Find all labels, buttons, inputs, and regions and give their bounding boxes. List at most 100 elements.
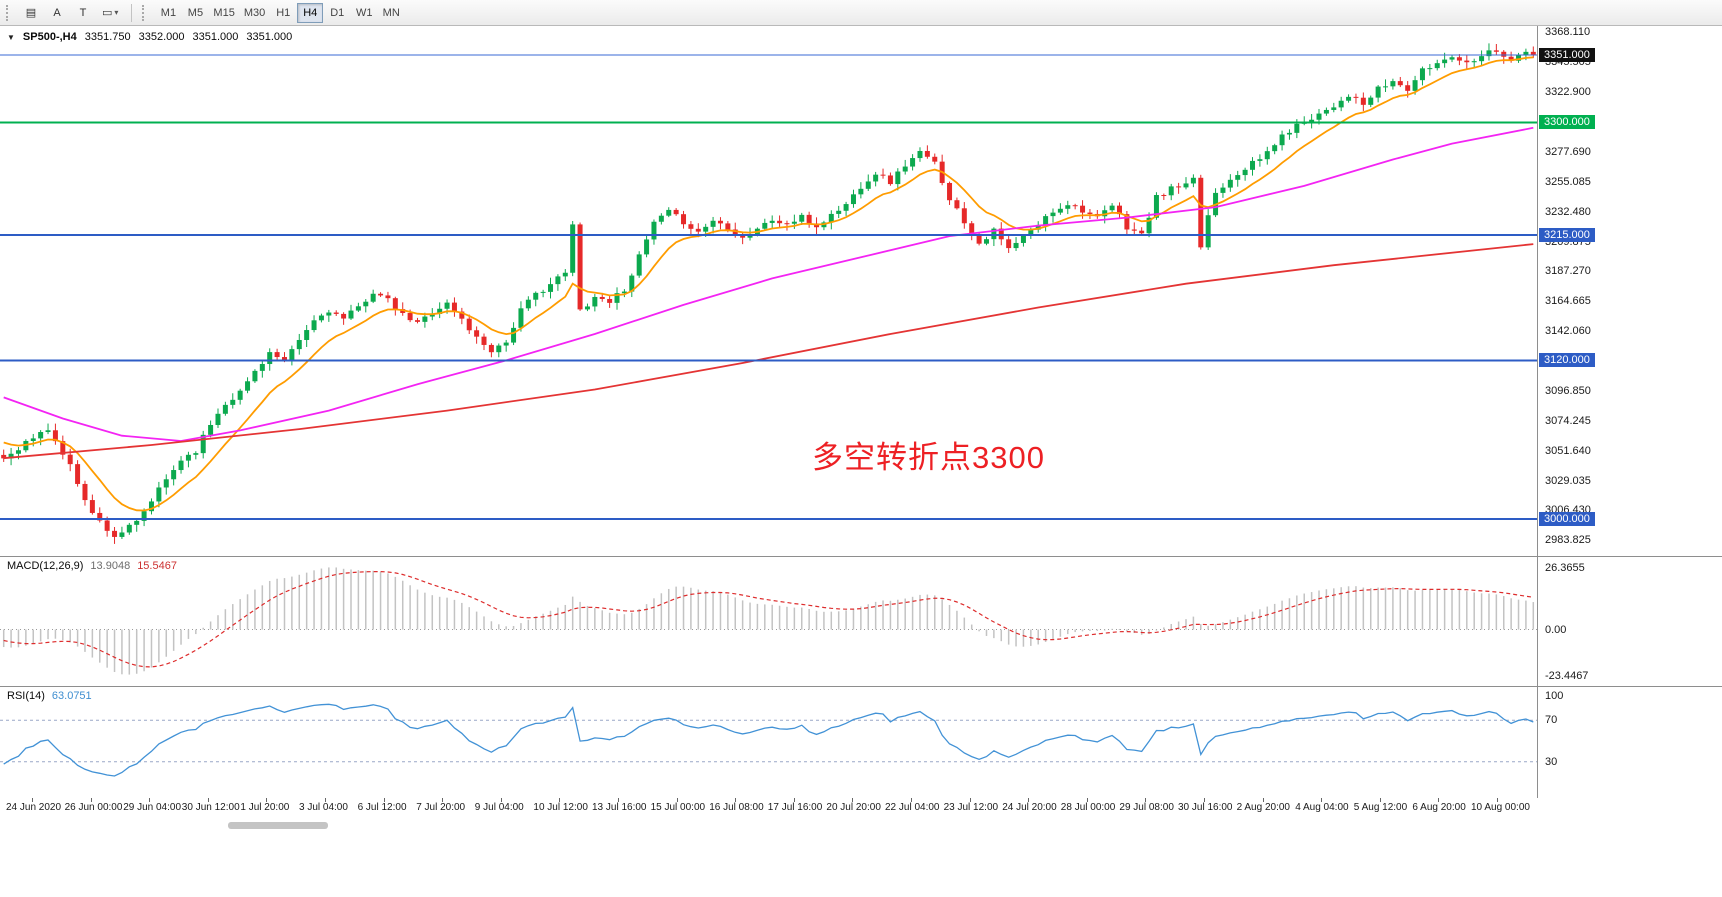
time-label: 20 Jul 20:00 [826,802,881,813]
timeframe-button-H4[interactable]: H4 [297,2,324,23]
macd-scale-label: 26.3655 [1545,562,1585,574]
time-label: 24 Jun 2020 [6,802,62,813]
time-label: 28 Jul 00:00 [1060,802,1116,813]
time-label: 15 Jul 00:00 [650,802,706,813]
ohlc-header: ▼ SP500-,H4 3351.750 3352.000 3351.000 3… [7,31,292,43]
shapes-tool-button[interactable]: ▭ ▾ [97,3,123,23]
charts-grid-icon[interactable]: ▤ [19,3,43,23]
time-tick [500,798,502,802]
time-label: 29 Jul 08:00 [1119,802,1174,813]
timeframe-toolbar-grip[interactable] [142,4,148,21]
high-value: 3352.000 [138,31,185,43]
ma-slow-line [3,243,1534,460]
macd-histogram [2,567,1535,675]
bottom-area [0,818,1722,897]
panel-separator[interactable] [0,556,1722,557]
ma-fast-line [3,56,1534,512]
time-tick [969,798,971,802]
panel-separator[interactable] [0,686,1722,687]
time-label: 1 Jul 20:00 [240,802,290,813]
timeframe-button-M30[interactable]: M30 [240,3,269,23]
time-tick [207,798,209,802]
timeframe-button-W1[interactable]: W1 [351,3,377,23]
macd-scale-label: 0.00 [1545,623,1567,636]
time-label: 10 Aug 00:00 [1471,802,1530,813]
time-tick [618,798,619,802]
time-tick [149,798,151,802]
time-tick [32,798,33,802]
macd-scale-label: -23.4467 [1545,670,1589,682]
main-chart-canvas[interactable] [0,26,1537,556]
toolbar-grip[interactable] [6,4,12,21]
symbol-marker-icon: ▼ [7,32,15,42]
time-label: 5 Aug 12:00 [1353,802,1408,813]
text-tool-button[interactable]: T [71,3,95,23]
candles-layer [1,43,1536,544]
macd-canvas[interactable] [0,556,1537,686]
time-label: 6 Aug 20:00 [1412,802,1466,813]
rsi-value: 63.0751 [51,690,92,702]
timeframe-group: M1 M5 M15 M30 H1 H4 D1 W1 MN [155,2,404,23]
price-scale-label: 3096.850 [1545,384,1591,397]
time-label: 10 Jul 12:00 [533,802,588,813]
price-scale-label: 3187.270 [1545,265,1591,278]
price-scale-label: 3029.035 [1545,474,1591,487]
time-tick [1379,798,1381,802]
time-tick [793,798,795,802]
macd-name: MACD(12,26,9) [7,560,84,572]
timeframe-button-M1[interactable]: M1 [155,3,181,23]
time-label: 16 Jul 08:00 [709,802,764,813]
top-toolbar: ▤ A T ▭ ▾ M1 M5 M15 M30 H1 H4 D1 W1 MN [0,0,1722,26]
open-value: 3351.750 [84,31,131,43]
price-scale-label: 3255.085 [1545,175,1591,188]
annotation-text[interactable]: 多空转折点3300 [812,440,1045,475]
rsi-panel[interactable]: RSI(14) 63.0751 [0,686,1537,798]
time-axis[interactable]: 24 Jun 2020 26 Jun 00:00 29 Jun 04:00 30 Ju… [0,798,1722,818]
current-price-badge: 3351.000 [1539,48,1595,63]
horizontal-levels-layer[interactable] [0,54,1537,520]
timeframe-button-M15[interactable]: M15 [209,3,238,23]
price-scale-label: 3277.690 [1545,145,1591,158]
rsi-canvas[interactable] [0,686,1537,798]
time-tick [735,798,737,802]
level-3000-badge: 3000.000 [1539,511,1595,526]
timeframe-button-M5[interactable]: M5 [182,3,208,23]
symbol-period-label: SP500-,H4 [22,31,77,43]
level-3300-badge: 3300.000 [1539,115,1595,130]
level-3120-badge: 3120.000 [1539,353,1595,368]
time-tick [1028,798,1030,802]
time-tick [852,798,854,802]
price-scale-label: 3074.245 [1545,414,1591,427]
price-scale-label: 2983.825 [1545,534,1591,547]
horizontal-scrollbar-thumb[interactable] [228,822,328,829]
time-label: 3 Jul 04:00 [299,802,348,813]
time-tick [911,798,912,802]
time-label: 6 Jul 12:00 [357,802,407,813]
rsi-scale-label: 30 [1545,755,1558,768]
rsi-scale-label: 70 [1545,714,1558,727]
time-tick [1262,798,1264,802]
cursor-tool-button[interactable]: A [45,3,69,23]
price-chart-panel[interactable]: ▼ SP500-,H4 3351.750 3352.000 3351.000 3… [0,26,1537,556]
time-tick [1086,798,1088,802]
shapes-icon: ▭ [102,7,113,19]
time-tick [90,798,92,802]
price-scale[interactable]: 3368.110 3345.505 3322.900 3277.690 3255.085… [1537,0,1722,897]
time-tick [1438,798,1440,802]
time-label: 13 Jul 16:00 [592,802,647,813]
timeframe-button-D1[interactable]: D1 [324,3,350,23]
time-tick [325,798,326,802]
price-scale-label: 3142.060 [1545,325,1591,338]
macd-panel[interactable]: MACD(12,26,9) 13.9048 15.5467 [0,556,1537,686]
time-label: 23 Jul 12:00 [943,802,999,813]
timeframe-button-H1[interactable]: H1 [270,3,296,23]
toolbar-separator [131,3,133,22]
time-label: 22 Jul 04:00 [885,802,940,813]
time-tick [266,798,268,802]
time-label: 30 Jul 16:00 [1178,802,1233,813]
rsi-name: RSI(14) [7,690,45,702]
price-scale-border [1537,26,1538,798]
close-value: 3351.000 [246,31,293,43]
timeframe-button-MN[interactable]: MN [378,3,404,23]
low-value: 3351.000 [192,31,239,43]
